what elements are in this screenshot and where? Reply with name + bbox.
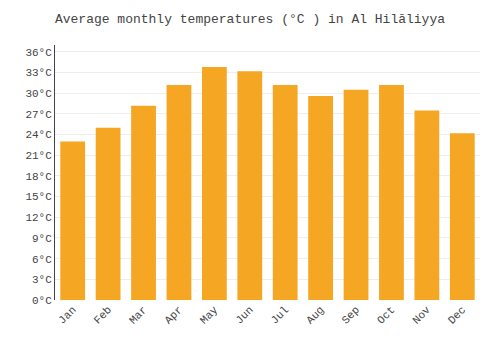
svg-text:30°C: 30°C — [25, 88, 52, 100]
svg-text:Dec: Dec — [446, 304, 468, 326]
svg-text:9°C: 9°C — [32, 233, 52, 245]
svg-text:Apr: Apr — [162, 304, 184, 326]
svg-text:Oct: Oct — [375, 304, 397, 326]
svg-text:Feb: Feb — [92, 304, 114, 326]
svg-text:12°C: 12°C — [25, 212, 52, 224]
svg-text:Average monthly temperatures (: Average monthly temperatures (°C ) in Al… — [55, 12, 445, 27]
svg-text:33°C: 33°C — [25, 67, 52, 79]
svg-text:18°C: 18°C — [25, 171, 52, 183]
svg-text:3°C: 3°C — [32, 274, 52, 286]
svg-text:24°C: 24°C — [25, 129, 52, 141]
svg-text:Jun: Jun — [233, 304, 255, 326]
svg-text:Aug: Aug — [304, 304, 326, 326]
svg-text:May: May — [198, 304, 221, 327]
svg-text:27°C: 27°C — [25, 109, 52, 121]
svg-text:21°C: 21°C — [25, 150, 52, 162]
svg-text:0°C: 0°C — [32, 295, 52, 307]
svg-text:Mar: Mar — [127, 304, 149, 326]
svg-text:36°C: 36°C — [25, 47, 52, 59]
svg-text:6°C: 6°C — [32, 254, 52, 266]
svg-text:Sep: Sep — [340, 304, 362, 326]
svg-text:15°C: 15°C — [25, 191, 52, 203]
svg-text:Jan: Jan — [56, 304, 78, 326]
svg-text:Nov: Nov — [410, 304, 433, 327]
svg-text:Jul: Jul — [269, 304, 291, 326]
